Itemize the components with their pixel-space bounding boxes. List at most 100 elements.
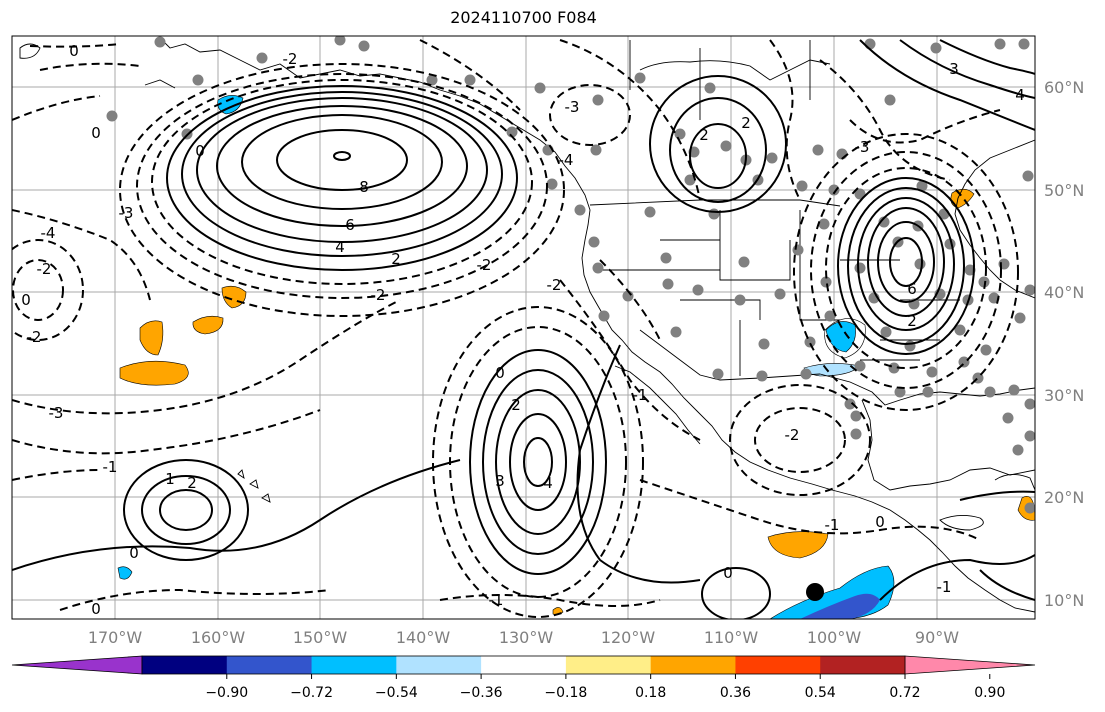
lat-label: 50°N: [1044, 181, 1084, 200]
lat-label: 60°N: [1044, 78, 1084, 97]
dashed-contours: [12, 39, 1019, 618]
shade-orange: [192, 315, 224, 335]
map-area: [12, 36, 1035, 619]
contour-label: 3: [949, 60, 959, 78]
contour-label: 8: [359, 178, 369, 196]
contour-label: -4: [559, 151, 574, 169]
solid-contours: [12, 39, 1035, 619]
colorbar: −0.90 −0.72 −0.54 −0.36 −0.18 0.18 0.36 0.54 0.7…: [11, 655, 1036, 701]
lon-label: 100°W: [807, 628, 862, 647]
contour-label: -1: [825, 516, 840, 534]
contour-labels: 0 0 -2 0 8 6 4 2 -2 -4 -2 0 -2 -3 -1 1 2…: [21, 42, 1025, 618]
lon-label: 130°W: [499, 628, 554, 647]
contour-label: 2: [187, 474, 197, 492]
lon-label: 110°W: [704, 628, 759, 647]
station-dots: [106, 36, 1035, 514]
contour-label: 4: [1015, 86, 1025, 104]
colorbar-tick-label: −0.18: [544, 685, 587, 701]
contour-label: 6: [345, 216, 355, 234]
colorbar-tick-label: −0.54: [375, 685, 418, 701]
lat-label: 30°N: [1044, 386, 1084, 405]
colorbar-tick-label: −0.90: [205, 685, 248, 701]
colorbar-tick-label: 0.90: [974, 685, 1005, 701]
colorbar-tick-label: −0.72: [290, 685, 333, 701]
colorbar-swatch: [481, 656, 567, 674]
contour-label: 2: [907, 312, 917, 330]
shade-orange: [139, 320, 164, 356]
contour-label: -2: [785, 426, 800, 444]
colorbar-swatch: [735, 656, 821, 674]
lat-label: 20°N: [1044, 488, 1084, 507]
colorbar-extend-low: [11, 655, 143, 675]
contour-label: 0: [129, 544, 139, 562]
contour-label: -1: [103, 458, 118, 476]
colorbar-tick-label: −0.36: [460, 685, 503, 701]
colorbar-swatch: [226, 656, 313, 674]
contour-label: 0: [875, 513, 885, 531]
lon-label: 150°W: [293, 628, 348, 647]
contour-label: -3: [565, 98, 580, 116]
colorbar-swatch: [396, 656, 482, 674]
contour-label: 0: [91, 124, 101, 142]
colorbar-frame: [141, 655, 906, 675]
contour-label: -2: [37, 260, 52, 278]
contour-label: 2: [511, 396, 521, 414]
colorbar-swatch: [820, 656, 906, 674]
contour-label: -3: [855, 138, 870, 156]
contour-label: 0: [495, 364, 505, 382]
contour-label: 2: [741, 114, 751, 132]
contour-label: -2: [283, 50, 298, 68]
shade-skyblue: [117, 566, 133, 580]
colorbar-tick-label: 0.54: [805, 685, 836, 701]
map-title: 2024110700 F084: [450, 8, 597, 27]
colorbar-swatch: [142, 656, 228, 674]
colorbar-swatch: [650, 656, 736, 674]
lon-label: 90°W: [915, 628, 959, 647]
colorbar-swatch: [565, 656, 652, 674]
contour-label: -1: [633, 386, 648, 404]
contour-label: 0: [91, 600, 101, 618]
contour-label: -1: [489, 591, 504, 609]
contour-label: 3: [495, 472, 505, 490]
contour-label: -2: [547, 276, 562, 294]
center-marker: [806, 583, 824, 601]
contour-label: 0: [21, 291, 31, 309]
longitude-axis: 170°W 160°W 150°W 140°W 130°W 120°W 110°…: [88, 628, 959, 647]
lat-label: 10°N: [1044, 591, 1084, 610]
contour-label: 6: [907, 280, 917, 298]
shade-lightblue: [824, 318, 866, 359]
contour-label: 1: [165, 470, 175, 488]
contour-label: -4: [41, 224, 56, 242]
lon-label: 120°W: [601, 628, 656, 647]
contour-label: 0: [723, 564, 733, 582]
contour-label: 2: [391, 250, 401, 268]
contour-label: 2: [699, 126, 709, 144]
shade-orange: [119, 360, 189, 386]
map-frame: [11, 35, 1036, 620]
shade-skyblue: [825, 321, 856, 353]
contour-label: 0: [195, 142, 205, 160]
shade-orange: [767, 531, 829, 559]
coastlines: [19, 37, 1035, 613]
lon-label: 160°W: [191, 628, 246, 647]
colorbar-tick-label: 0.36: [720, 685, 751, 701]
contour-label: -2: [27, 328, 42, 346]
shade-royalblue: [800, 593, 880, 619]
contour-label: -2: [371, 286, 386, 304]
colorbar-tick-label: 0.72: [889, 685, 920, 701]
colorbar-extend-high: [904, 655, 1036, 675]
colorbar-swatch: [311, 656, 397, 674]
contour-label: -3: [49, 404, 64, 422]
contour-label: -1: [937, 578, 952, 596]
contour-label: 4: [335, 238, 345, 256]
lon-label: 170°W: [88, 628, 143, 647]
contour-label: -3: [119, 204, 134, 222]
contour-label: 0: [69, 42, 79, 60]
lat-label: 40°N: [1044, 283, 1084, 302]
contour-label: 4: [543, 474, 553, 492]
colorbar-tick-label: 0.18: [635, 685, 666, 701]
latitude-axis: 60°N 50°N 40°N 30°N 20°N 10°N: [1044, 78, 1084, 610]
lon-label: 140°W: [396, 628, 451, 647]
contour-label: -2: [477, 256, 492, 274]
